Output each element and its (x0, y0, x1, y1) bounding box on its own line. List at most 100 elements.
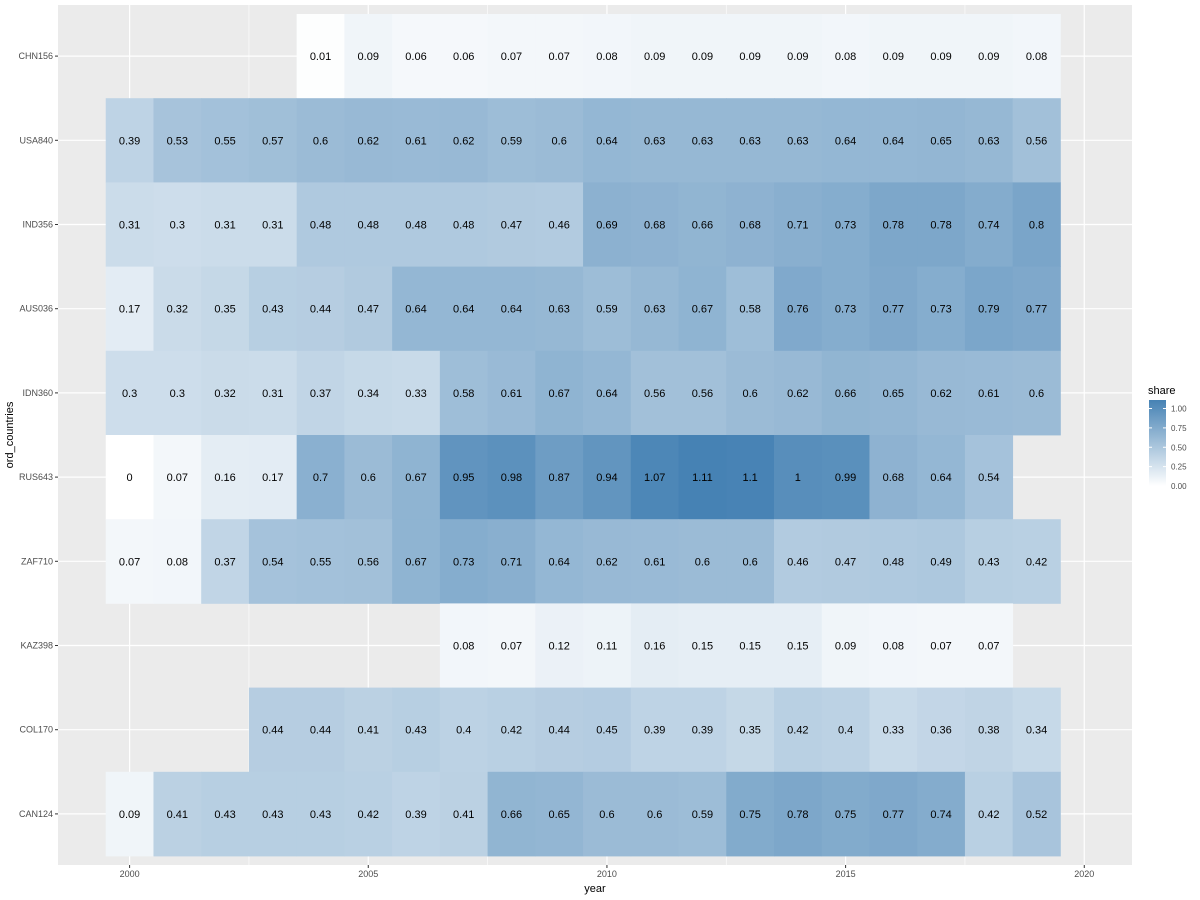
heatmap-cell (630, 266, 679, 352)
cell-value-label: 0.37 (214, 556, 235, 568)
heatmap-cell (583, 350, 632, 436)
heatmap-cell (392, 98, 441, 183)
heatmap-cell (535, 687, 584, 773)
cell-value-label: 0.35 (739, 725, 760, 737)
cell-value-label: 0.48 (883, 556, 904, 568)
heatmap-cell (583, 519, 632, 604)
heatmap-cell (583, 182, 632, 267)
heatmap-cell (630, 687, 679, 773)
heatmap-cell (964, 350, 1014, 436)
heatmap-cell (774, 771, 823, 857)
heatmap-cell (678, 350, 727, 436)
cell-value-label: 0.66 (692, 220, 713, 232)
cell-value-label: 0.09 (835, 641, 856, 653)
heatmap-cell (248, 687, 298, 773)
heatmap-cell (726, 98, 775, 183)
cell-value-label: 0.77 (883, 304, 904, 316)
cell-value-label: 0.67 (405, 472, 426, 484)
heatmap-cell (869, 182, 918, 267)
cell-labels: 0.01 0.09 0.06 0.06 0.07 0.07 0.08 0.09 0.09 0.09… (119, 51, 1047, 821)
cell-value-label: 0.57 (262, 135, 283, 147)
cell-value-label: 0.73 (835, 304, 856, 316)
heatmap-cell (201, 771, 250, 857)
cell-value-label: 0.7 (313, 472, 328, 484)
heatmap-cell (535, 98, 584, 183)
heatmap-cell (869, 14, 918, 99)
cell-value-label: 0.44 (310, 725, 331, 737)
y-tick-label: CHN156 (18, 51, 53, 61)
legend-tick-label: 0.75 (1171, 424, 1187, 433)
cell-value-label: 0.71 (501, 556, 522, 568)
heatmap-cell (917, 603, 966, 688)
legend-colorbar (1149, 400, 1166, 486)
heatmap-cell (105, 266, 154, 352)
heatmap-cell (917, 14, 966, 99)
heatmap-cell (296, 98, 345, 183)
cell-value-label: 0.65 (883, 388, 904, 400)
heatmap-cell (296, 771, 345, 857)
cell-value-label: 0.47 (501, 220, 522, 232)
heatmap-cell (678, 603, 727, 688)
cell-value-label: 0.64 (453, 304, 474, 316)
cell-value-label: 0.06 (453, 51, 474, 63)
cell-value-label: 0.6 (599, 809, 614, 821)
cell-value-label: 0.64 (930, 472, 951, 484)
heatmap-cell (726, 603, 775, 688)
cell-value-label: 0.43 (310, 809, 331, 821)
heatmap-cell (678, 687, 727, 773)
cell-value-label: 0.31 (119, 220, 140, 232)
heatmap-cell (630, 350, 679, 436)
cell-value-label: 0.3 (170, 388, 185, 400)
heatmap-cell (439, 14, 488, 99)
cell-value-label: 0.09 (119, 809, 140, 821)
heatmap-cell (439, 771, 488, 857)
cell-value-label: 0.34 (358, 388, 379, 400)
cell-value-label: 1.11 (692, 472, 713, 484)
cell-value-label: 0.46 (548, 220, 569, 232)
cell-value-label: 0.09 (692, 51, 713, 63)
cell-value-label: 0.64 (835, 135, 856, 147)
cell-value-label: 0.46 (787, 556, 808, 568)
heatmap-cell (535, 603, 584, 688)
cell-value-label: 0.56 (1026, 135, 1047, 147)
heatmap-cell (392, 266, 441, 352)
cell-value-label: 0.54 (262, 556, 283, 568)
heatmap-cell (248, 350, 298, 436)
cell-value-label: 0.56 (644, 388, 665, 400)
cell-value-label: 0.07 (548, 51, 569, 63)
cell-value-label: 0.69 (596, 220, 617, 232)
heatmap-cell (296, 435, 345, 520)
heatmap-cell (583, 98, 632, 183)
heatmap-cell (583, 603, 632, 688)
y-tick-label: AUS036 (19, 304, 53, 314)
cell-value-label: 0.6 (552, 135, 567, 147)
cell-value-label: 0.15 (692, 641, 713, 653)
heatmap-cell (774, 98, 823, 183)
cell-value-label: 1.07 (644, 472, 665, 484)
heatmap-cell (392, 350, 441, 436)
heatmap-cell (726, 350, 775, 436)
heatmap-cell (439, 435, 488, 520)
heatmap-cell (487, 266, 536, 352)
heatmap-cell (1012, 771, 1061, 857)
cell-value-label: 0.09 (644, 51, 665, 63)
cell-value-label: 0.67 (548, 388, 569, 400)
cell-value-label: 0.43 (978, 556, 999, 568)
y-tick-label: ZAF710 (21, 556, 53, 566)
cell-value-label: 0.94 (596, 472, 617, 484)
heatmap-cell (821, 350, 870, 436)
heatmap-cell (1012, 98, 1061, 183)
heatmap-cell (774, 687, 823, 773)
legend-tick-label: 1.00 (1171, 405, 1187, 414)
heatmap-cell (344, 98, 393, 183)
heatmap-cell (964, 98, 1014, 183)
heatmap-cell (726, 14, 775, 99)
cell-value-label: 0.07 (501, 641, 522, 653)
cell-value-label: 0.15 (739, 641, 760, 653)
cell-value-label: 0.08 (453, 641, 474, 653)
heatmap-cell (583, 435, 632, 520)
cell-value-label: 0.74 (930, 809, 951, 821)
cell-value-label: 0.11 (597, 641, 618, 653)
cell-value-label: 0.32 (214, 388, 235, 400)
x-tick-label: 2020 (1074, 869, 1094, 879)
